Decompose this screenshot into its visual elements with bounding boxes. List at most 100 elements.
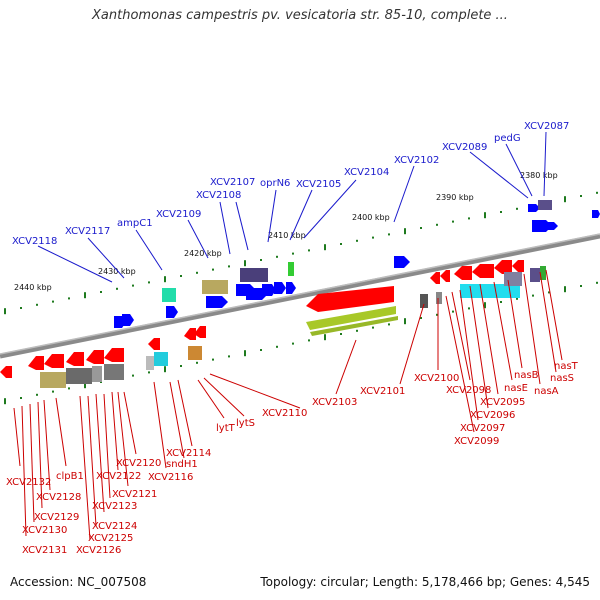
gene-arrow-forward[interactable] xyxy=(262,284,276,296)
gene-label[interactable]: XCV2123 xyxy=(92,501,137,512)
gene-block[interactable] xyxy=(530,268,540,282)
scale-dot xyxy=(356,239,358,242)
gene-arrow-forward[interactable] xyxy=(394,256,410,268)
gene-label[interactable]: XCV2101 xyxy=(360,386,405,397)
scale-dot xyxy=(420,317,422,319)
gene-arrow-reverse[interactable] xyxy=(104,348,124,362)
gene-arrow-reverse[interactable] xyxy=(310,316,398,336)
gene-label[interactable]: lytT xyxy=(216,423,236,434)
gene-label[interactable]: ampC1 xyxy=(117,218,153,229)
gene-arrow-reverse[interactable] xyxy=(184,328,196,340)
scale-major-tick xyxy=(84,382,86,389)
gene-label[interactable]: XCV2104 xyxy=(344,167,389,178)
gene-block[interactable] xyxy=(540,266,546,280)
gene-label[interactable]: XCV2120 xyxy=(116,458,161,469)
gene-block[interactable] xyxy=(460,284,520,298)
gene-block[interactable] xyxy=(188,346,202,360)
gene-label[interactable]: XCV2105 xyxy=(296,179,341,190)
scale-major-tick xyxy=(564,286,566,293)
gene-label[interactable]: nasA xyxy=(534,386,559,397)
gene-arrow-reverse[interactable] xyxy=(494,260,512,274)
gene-arrow-reverse[interactable] xyxy=(148,338,160,350)
gene-block[interactable] xyxy=(162,288,176,302)
gene-label[interactable]: XCV2087 xyxy=(524,121,569,132)
gene-arrow-reverse[interactable] xyxy=(28,356,44,370)
gene-label[interactable]: nasT xyxy=(554,361,579,372)
gene-label[interactable]: XCV2110 xyxy=(262,408,307,419)
gene-label[interactable]: pedG xyxy=(494,133,521,144)
gene-arrow-forward[interactable] xyxy=(274,282,286,294)
gene-arrow-reverse[interactable] xyxy=(430,272,440,284)
gene-label[interactable]: XCV2103 xyxy=(312,397,357,408)
gene-arrow-reverse[interactable] xyxy=(306,306,396,330)
gene-label[interactable]: clpB1 xyxy=(56,471,84,482)
gene-arrow-reverse[interactable] xyxy=(306,286,394,312)
gene-arrow-reverse[interactable] xyxy=(472,264,494,278)
gene-arrow-forward[interactable] xyxy=(286,282,296,294)
gene-label[interactable]: XCV2130 xyxy=(22,525,67,536)
gene-label[interactable]: XCV2128 xyxy=(36,492,81,503)
scale-dot xyxy=(436,223,438,226)
gene-block[interactable] xyxy=(240,268,268,282)
gene-label[interactable]: sndH1 xyxy=(166,459,198,470)
gene-label[interactable]: XCV2102 xyxy=(394,155,439,166)
gene-label[interactable]: XCV2126 xyxy=(76,545,121,556)
gene-arrow-reverse[interactable] xyxy=(194,326,206,338)
gene-arrow-forward[interactable] xyxy=(532,220,552,232)
gene-arrow-forward[interactable] xyxy=(592,210,600,218)
gene-label[interactable]: XCV2095 xyxy=(480,397,525,408)
gene-block[interactable] xyxy=(40,372,66,388)
gene-arrow-forward[interactable] xyxy=(206,296,228,308)
gene-label[interactable]: XCV2107 xyxy=(210,177,255,188)
gene-label[interactable]: XCV2132 xyxy=(6,477,51,488)
reverse-strand-genes[interactable] xyxy=(0,260,546,388)
gene-label[interactable]: XCV2116 xyxy=(148,472,193,483)
gene-block[interactable] xyxy=(66,368,92,384)
gene-label[interactable]: nasE xyxy=(504,383,528,394)
gene-label[interactable]: XCV2089 xyxy=(442,142,487,153)
forward-strand-genes[interactable] xyxy=(114,200,600,328)
gene-label[interactable]: nasS xyxy=(550,373,574,384)
gene-label[interactable]: XCV2131 xyxy=(22,545,67,556)
gene-label[interactable]: lytS xyxy=(236,418,255,429)
gene-label[interactable]: XCV2098 xyxy=(446,385,491,396)
gene-label[interactable]: XCV2124 xyxy=(92,521,137,532)
gene-block[interactable] xyxy=(92,366,102,382)
gene-label[interactable]: nasB xyxy=(514,370,539,381)
gene-block[interactable] xyxy=(146,356,154,370)
gene-label[interactable]: XCV2114 xyxy=(166,448,211,459)
gene-label[interactable]: XCV2100 xyxy=(414,373,459,384)
gene-label[interactable]: XCV2096 xyxy=(470,410,515,421)
gene-arrow-forward[interactable] xyxy=(122,314,134,326)
gene-arrow-reverse[interactable] xyxy=(44,354,64,368)
gene-label[interactable]: XCV2118 xyxy=(12,236,57,247)
gene-arrow-reverse[interactable] xyxy=(0,366,12,378)
gene-block[interactable] xyxy=(436,292,442,304)
gene-label[interactable]: oprN6 xyxy=(260,178,290,189)
gene-arrow-reverse[interactable] xyxy=(512,260,524,272)
gene-block[interactable] xyxy=(104,364,124,380)
gene-block[interactable] xyxy=(202,280,228,294)
gene-label[interactable]: XCV2117 xyxy=(65,226,110,237)
gene-block[interactable] xyxy=(504,272,522,286)
gene-label[interactable]: XCV2097 xyxy=(460,423,505,434)
gene-arrow-reverse[interactable] xyxy=(440,270,450,282)
gene-arrow-reverse[interactable] xyxy=(66,352,84,366)
gene-block[interactable] xyxy=(538,200,552,210)
gene-label[interactable]: XCV2121 xyxy=(112,489,157,500)
gene-label[interactable]: XCV2099 xyxy=(454,436,499,447)
gene-block[interactable] xyxy=(154,352,168,366)
gene-arrow-reverse[interactable] xyxy=(454,266,472,280)
gene-block[interactable] xyxy=(420,294,428,308)
gene-arrow-forward[interactable] xyxy=(528,204,540,212)
gene-block[interactable] xyxy=(288,262,294,276)
gene-label[interactable]: XCV2125 xyxy=(88,533,133,544)
gene-label[interactable]: XCV2129 xyxy=(34,512,79,523)
gene-label[interactable]: XCV2109 xyxy=(156,209,201,220)
gene-arrow-forward[interactable] xyxy=(548,222,558,230)
gene-arrow-forward[interactable] xyxy=(166,306,178,318)
gene-label[interactable]: XCV2122 xyxy=(96,471,141,482)
gene-arrow-reverse[interactable] xyxy=(86,350,104,364)
gene-label[interactable]: XCV2108 xyxy=(196,190,241,201)
